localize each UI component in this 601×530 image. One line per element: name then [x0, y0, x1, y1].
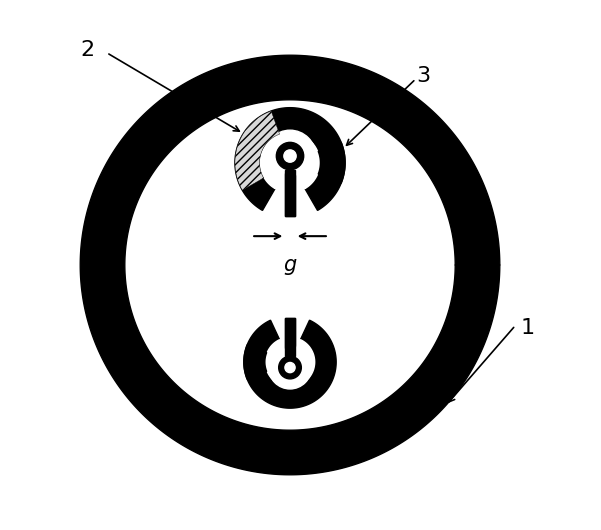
- Polygon shape: [266, 340, 315, 387]
- Polygon shape: [260, 132, 320, 189]
- Circle shape: [276, 143, 304, 170]
- Polygon shape: [265, 339, 315, 387]
- Circle shape: [276, 143, 304, 170]
- Circle shape: [284, 150, 296, 162]
- Polygon shape: [285, 170, 294, 216]
- Circle shape: [279, 356, 301, 379]
- Circle shape: [269, 346, 311, 389]
- Text: 1: 1: [521, 318, 535, 338]
- Circle shape: [284, 150, 296, 162]
- Polygon shape: [235, 111, 279, 190]
- Circle shape: [279, 356, 301, 379]
- Polygon shape: [260, 133, 320, 189]
- Polygon shape: [81, 55, 500, 475]
- Polygon shape: [244, 344, 267, 379]
- Circle shape: [285, 363, 295, 373]
- Polygon shape: [285, 318, 294, 356]
- Text: 2: 2: [80, 40, 94, 60]
- Polygon shape: [285, 318, 294, 356]
- Circle shape: [264, 130, 316, 182]
- Circle shape: [285, 363, 295, 373]
- Polygon shape: [285, 170, 294, 216]
- Polygon shape: [318, 142, 345, 183]
- Text: g: g: [284, 254, 297, 275]
- Text: 3: 3: [416, 66, 430, 86]
- Polygon shape: [235, 108, 345, 210]
- Polygon shape: [260, 132, 320, 189]
- Polygon shape: [244, 320, 336, 408]
